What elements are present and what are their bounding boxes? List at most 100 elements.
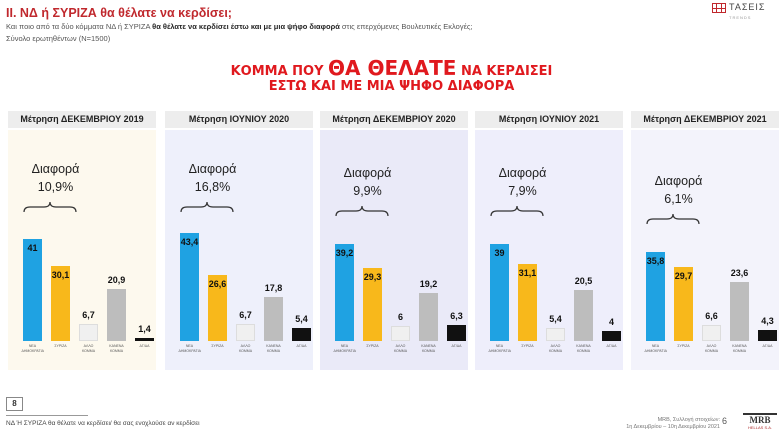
difference-brace <box>180 201 234 213</box>
difference-label: Διαφορά 7,9% <box>485 164 560 200</box>
difference-brace <box>646 214 700 225</box>
category-label: ΣΥΡΙΖΑ <box>677 344 690 348</box>
data-label: 29,7 <box>674 271 693 282</box>
category-label: ΣΥΡΙΖΑ <box>54 344 67 348</box>
data-label: 5,4 <box>295 313 308 324</box>
chart-plot-area: 41 ΝΕΑ ΔΗΜΟΚΡΑΤΙΑ 30,1 ΣΥΡΙΖΑ 6,7 ΑΛΛΟ ΚΟΜΜΑ 2… <box>8 130 156 370</box>
data-label: 39,2 <box>335 247 354 258</box>
data-label: 6 <box>397 312 403 323</box>
data-label: 31,1 <box>518 267 537 278</box>
bar <box>236 324 255 341</box>
data-label: 6,7 <box>239 310 252 321</box>
chart-title: Μέτρηση ΔΕΚΕΜΒΡΙΟΥ 2021 <box>631 111 779 128</box>
data-label: 35,8 <box>646 256 665 267</box>
data-label: 20,9 <box>107 275 126 286</box>
bar <box>674 267 693 341</box>
bar <box>646 252 665 341</box>
category-label: ΚΑΝΕΝΑ ΚΟΜΜΑ <box>109 344 124 353</box>
bar <box>79 324 98 341</box>
bar <box>602 331 621 341</box>
category-label: ΚΑΝΕΝΑ ΚΟΜΜΑ <box>421 344 436 353</box>
difference-brace <box>490 206 544 217</box>
category-label: ΣΥΡΙΖΑ <box>521 344 534 348</box>
source-note: MRB, Συλλογή στοιχείων: 1η Δεκεμβρίου – … <box>626 417 720 430</box>
chart-plot-area: 43,4 ΝΕΑ ΔΗΜΟΚΡΑΤΙΑ 26,6 ΣΥΡΙΖΑ 6,7 ΑΛΛΟ ΚΟΜΜ… <box>165 130 313 370</box>
category-label: ΣΥΡΙΖΑ <box>211 344 224 348</box>
data-label: 20,5 <box>574 276 593 287</box>
difference-brace <box>23 201 77 213</box>
data-label: 6,7 <box>82 310 95 321</box>
category-label: ΔΓ/ΔΑ <box>606 344 617 348</box>
category-label: ΔΓ/ΔΑ <box>296 344 307 348</box>
sample-base: Σύνολο ερωτηθέντων (N=1500) <box>6 34 111 43</box>
data-label: 43,4 <box>180 237 199 248</box>
bar <box>335 243 354 341</box>
data-label: 6,3 <box>450 311 463 322</box>
slide-index-box: 8 <box>6 397 23 411</box>
difference-value: 16,8% <box>194 180 231 194</box>
tasis-logo: ΤΑΣΕΙΣ TRENDS <box>712 0 778 20</box>
chart-panel: Μέτρηση ΔΕΚΕΜΒΡΙΟΥ 2019 41 ΝΕΑ ΔΗΜΟΚΡΑΤΙΑ 3… <box>8 111 156 370</box>
difference-title: Διαφορά <box>343 165 392 180</box>
chart-panel: Μέτρηση ΔΕΚΕΜΒΡΙΟΥ 2020 39,2 ΝΕΑ ΔΗΜΟΚΡΑΤΙ… <box>320 111 468 370</box>
bar <box>490 244 509 341</box>
category-label: ΑΛΛΟ ΚΟΜΜΑ <box>548 344 563 353</box>
category-label: ΝΕΑ ΔΗΜΟΚΡΑΤΙΑ <box>644 344 667 353</box>
category-label: ΔΓ/ΔΑ <box>139 344 150 348</box>
bar <box>447 325 466 341</box>
data-label: 1,4 <box>138 323 151 334</box>
chart-title: Μέτρηση ΔΕΚΕΜΒΡΙΟΥ 2019 <box>8 111 156 128</box>
category-label: ΣΥΡΙΖΑ <box>366 344 379 348</box>
question-text: Και ποιο από τα δύο κόμματα ΝΔ ή ΣΥΡΙΖΑ … <box>6 22 473 31</box>
category-label: ΚΑΝΕΝΑ ΚΟΜΜΑ <box>266 344 281 353</box>
difference-value: 9,9% <box>353 183 382 198</box>
data-label: 6,6 <box>705 310 718 321</box>
bar <box>363 268 382 341</box>
data-label: 41 <box>27 243 38 254</box>
data-label: 30,1 <box>51 270 70 281</box>
category-label: ΚΑΝΕΝΑ ΚΟΜΜΑ <box>576 344 591 353</box>
mrb-logo: MRB HELLAS S.A. <box>743 413 777 435</box>
difference-label: Διαφορά 10,9% <box>18 160 93 196</box>
chart-plot-area: 35,8 ΝΕΑ ΔΗΜΟΚΡΑΤΙΑ 29,7 ΣΥΡΙΖΑ 6,6 ΑΛΛΟ ΚΟΜΜ… <box>631 130 779 370</box>
bar <box>208 275 227 341</box>
difference-value: 6,1% <box>664 192 693 207</box>
category-label: ΑΛΛΟ ΚΟΜΜΑ <box>393 344 408 353</box>
chart-plot-area: 39 ΝΕΑ ΔΗΜΟΚΡΑΤΙΑ 31,1 ΣΥΡΙΖΑ 5,4 ΑΛΛΟ ΚΟΜΜΑ 2… <box>475 130 623 370</box>
bar <box>758 330 777 341</box>
bar <box>730 282 749 341</box>
bar <box>518 263 537 341</box>
chart-plot-area: 39,2 ΝΕΑ ΔΗΜΟΚΡΑΤΙΑ 29,3 ΣΥΡΙΖΑ 6 ΑΛΛΟ ΚΟΜΜΑ 1… <box>320 130 468 370</box>
chart-panel: Μέτρηση ΔΕΚΕΜΒΡΙΟΥ 2021 35,8 ΝΕΑ ΔΗΜΟΚΡΑΤΙ… <box>631 111 779 370</box>
chart-title: Μέτρηση ΔΕΚΕΜΒΡΙΟΥ 2020 <box>320 111 468 128</box>
data-label: 23,6 <box>730 268 749 279</box>
difference-label: Διαφορά 9,9% <box>330 164 405 200</box>
bar <box>292 327 311 341</box>
bar <box>51 266 70 341</box>
data-label: 4 <box>608 317 614 328</box>
difference-value: 10,9% <box>37 180 74 194</box>
difference-label: Διαφορά 6,1% <box>641 172 716 208</box>
page-title: II. ΝΔ ή ΣΥΡΙΖΑ θα θέλατε να κερδίσει; <box>6 6 232 20</box>
bar <box>419 293 438 341</box>
difference-value: 7,9% <box>508 184 537 199</box>
bar <box>23 239 42 341</box>
category-label: ΝΕΑ ΔΗΜΟΚΡΑΤΙΑ <box>488 344 511 353</box>
difference-brace <box>335 205 389 216</box>
page-number: 6 <box>722 416 728 426</box>
difference-label: Διαφορά 16,8% <box>175 160 250 196</box>
chart-panel: Μέτρηση ΙΟΥΝΙΟΥ 2021 39 ΝΕΑ ΔΗΜΟΚΡΑΤΙΑ 31,1… <box>475 111 623 370</box>
footer-divider <box>6 415 88 416</box>
difference-title: Διαφορά <box>31 162 80 176</box>
bar <box>264 296 283 341</box>
category-label: ΔΓ/ΔΑ <box>762 344 773 348</box>
data-label: 5,4 <box>549 313 562 324</box>
headline-line-2: ΕΣΤΩ ΚΑΙ ΜΕ ΜΙΑ ΨΗΦΟ ΔΙΑΦΟΡΑ <box>268 79 515 94</box>
data-label: 4,3 <box>761 316 774 327</box>
bar <box>391 326 410 341</box>
headline-line-1: ΚΟΜΜΑ ΠΟΥ ΘΑ ΘΕΛΑΤΕ ΝΑ ΚΕΡΔΙΣΕΙ <box>230 56 553 80</box>
category-label: ΝΕΑ ΔΗΜΟΚΡΑΤΙΑ <box>178 344 201 353</box>
chart-panel: Μέτρηση ΙΟΥΝΙΟΥ 2020 43,4 ΝΕΑ ΔΗΜΟΚΡΑΤΙΑ 26… <box>165 111 313 370</box>
bar <box>107 289 126 341</box>
